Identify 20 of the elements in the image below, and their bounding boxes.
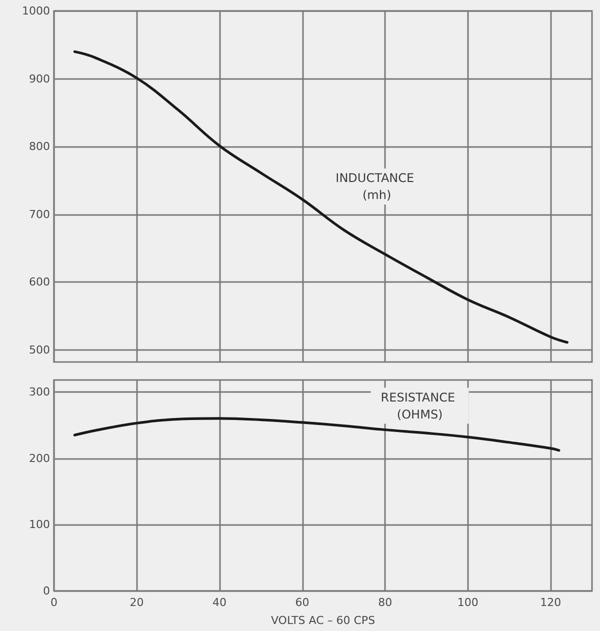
- y-tick-label: 500: [29, 343, 50, 356]
- y-tick-label: 900: [29, 72, 50, 86]
- series-label: INDUCTANCE (mh): [336, 171, 418, 202]
- x-tick-label: 80: [378, 596, 392, 609]
- x-tick-label: 60: [295, 596, 310, 609]
- x-tick-label: 40: [212, 596, 227, 609]
- x-axis-title: VOLTS AC – 60 CPS: [270, 614, 376, 627]
- x-tick-label: 100: [457, 596, 478, 609]
- y-tick-label: 200: [29, 452, 50, 465]
- y-tick-label: 800: [29, 140, 50, 154]
- y-tick-label: 100: [29, 518, 50, 532]
- line-series: [73, 50, 568, 344]
- x-tick-label: 20: [130, 596, 144, 609]
- series-label: RESISTANCE (OHMS): [380, 390, 459, 422]
- y-tick-label: 300: [29, 385, 50, 398]
- y-tick-label: 600: [29, 276, 50, 289]
- y-tick-label: 700: [29, 208, 50, 221]
- x-tick-label: 120: [540, 596, 562, 609]
- y-tick-label: 1000: [22, 4, 50, 18]
- y-tick-label: 0: [43, 584, 50, 598]
